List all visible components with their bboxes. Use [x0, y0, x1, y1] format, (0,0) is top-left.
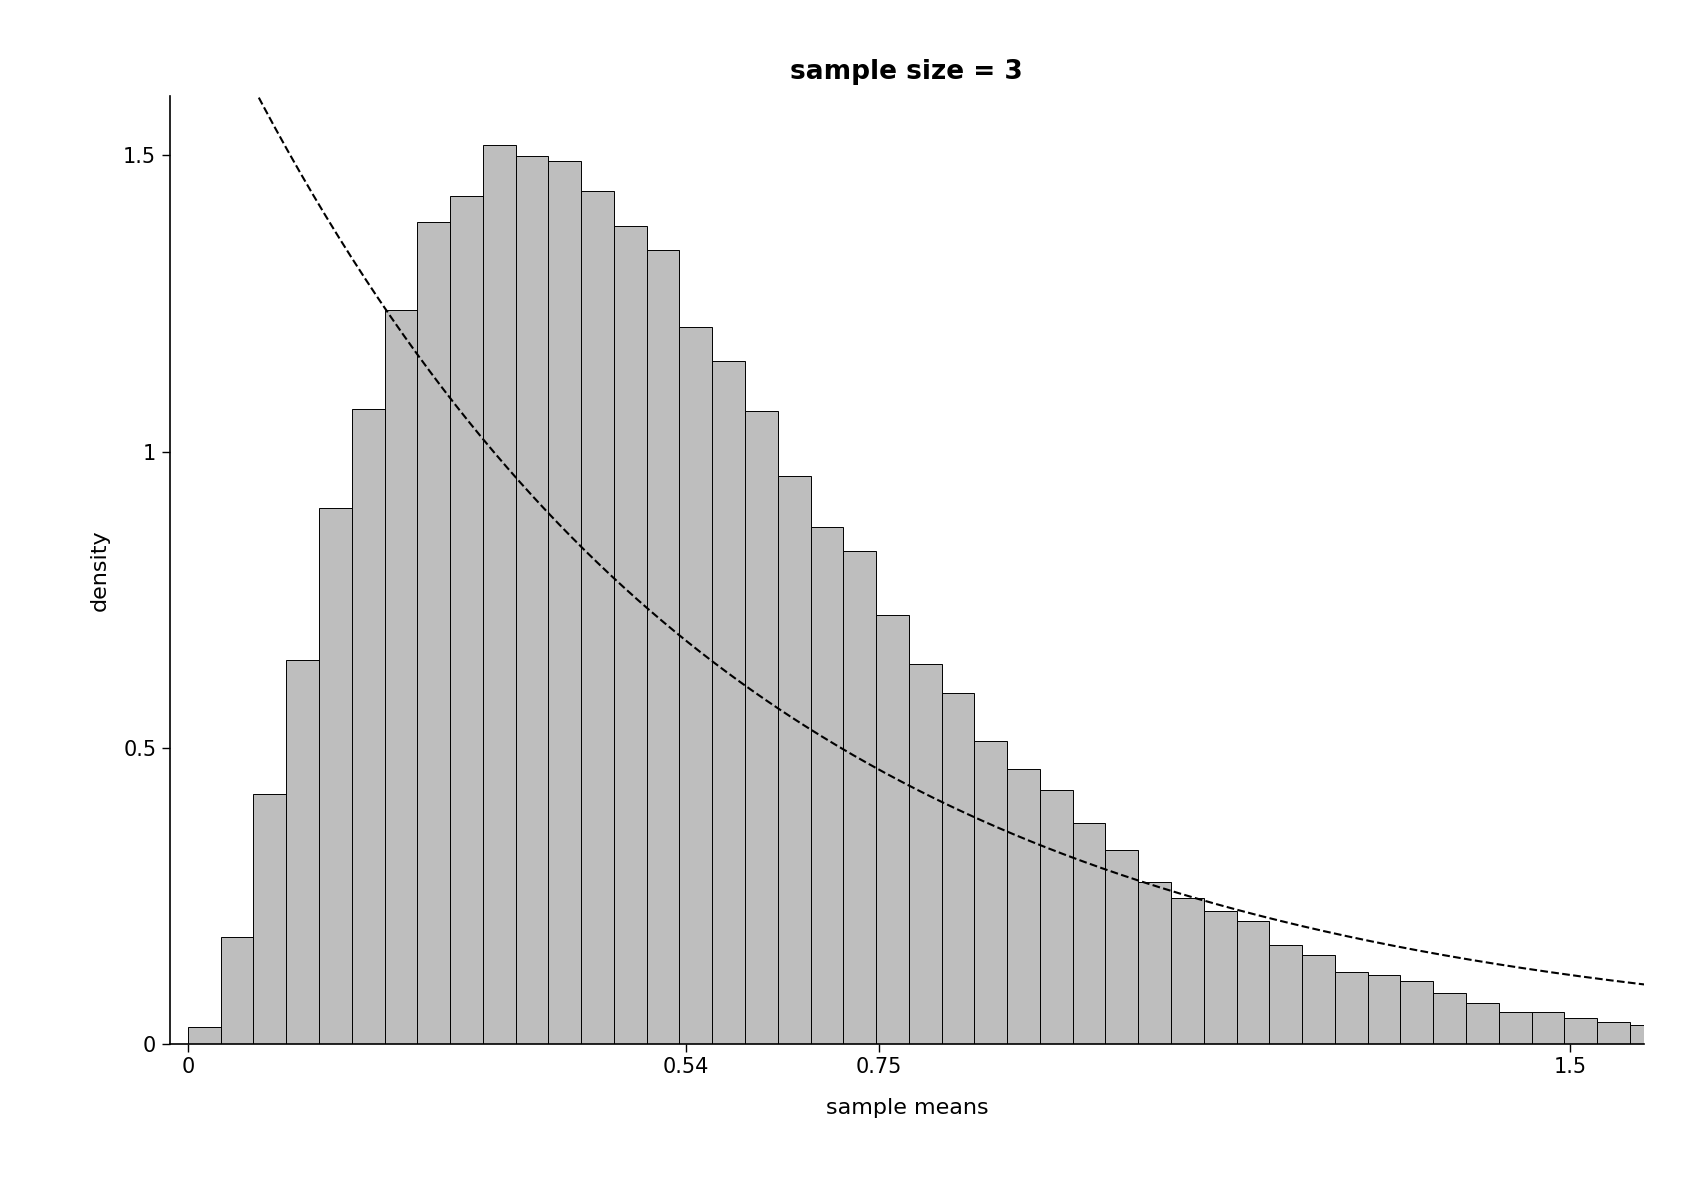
- Bar: [1270, 946, 1302, 1044]
- Bar: [581, 191, 614, 1044]
- Bar: [1498, 1012, 1532, 1044]
- Bar: [319, 508, 353, 1044]
- Bar: [746, 412, 778, 1044]
- Bar: [712, 361, 746, 1044]
- Bar: [1336, 972, 1368, 1044]
- Bar: [1139, 882, 1171, 1044]
- Bar: [614, 227, 647, 1044]
- Bar: [680, 326, 712, 1044]
- Bar: [417, 222, 451, 1044]
- Bar: [1073, 823, 1105, 1044]
- Bar: [1434, 994, 1466, 1044]
- Bar: [220, 937, 254, 1044]
- Bar: [515, 156, 549, 1044]
- Bar: [1302, 955, 1336, 1044]
- Bar: [1631, 1025, 1663, 1044]
- Bar: [1466, 1003, 1498, 1044]
- Bar: [810, 527, 844, 1044]
- Bar: [647, 251, 680, 1044]
- Bar: [844, 551, 876, 1044]
- Bar: [1597, 1022, 1631, 1044]
- Bar: [1203, 911, 1237, 1044]
- Bar: [778, 476, 810, 1044]
- Bar: [1368, 976, 1400, 1044]
- Bar: [1007, 768, 1041, 1044]
- Bar: [1105, 850, 1139, 1044]
- Bar: [1564, 1018, 1597, 1044]
- Bar: [909, 664, 942, 1044]
- Bar: [254, 794, 286, 1044]
- Bar: [286, 660, 319, 1044]
- Bar: [188, 1027, 220, 1044]
- Bar: [451, 197, 483, 1044]
- Y-axis label: density: density: [90, 529, 108, 611]
- Bar: [1237, 922, 1270, 1044]
- Bar: [1041, 790, 1073, 1044]
- Title: sample size = 3: sample size = 3: [790, 59, 1024, 85]
- Bar: [1532, 1013, 1564, 1044]
- Bar: [483, 145, 515, 1044]
- Bar: [1171, 898, 1203, 1044]
- Bar: [942, 694, 975, 1044]
- Bar: [353, 409, 385, 1044]
- Bar: [975, 742, 1007, 1044]
- Bar: [385, 310, 417, 1044]
- Bar: [549, 161, 581, 1044]
- X-axis label: sample means: sample means: [825, 1098, 988, 1118]
- Bar: [876, 614, 909, 1044]
- Bar: [1400, 982, 1434, 1044]
